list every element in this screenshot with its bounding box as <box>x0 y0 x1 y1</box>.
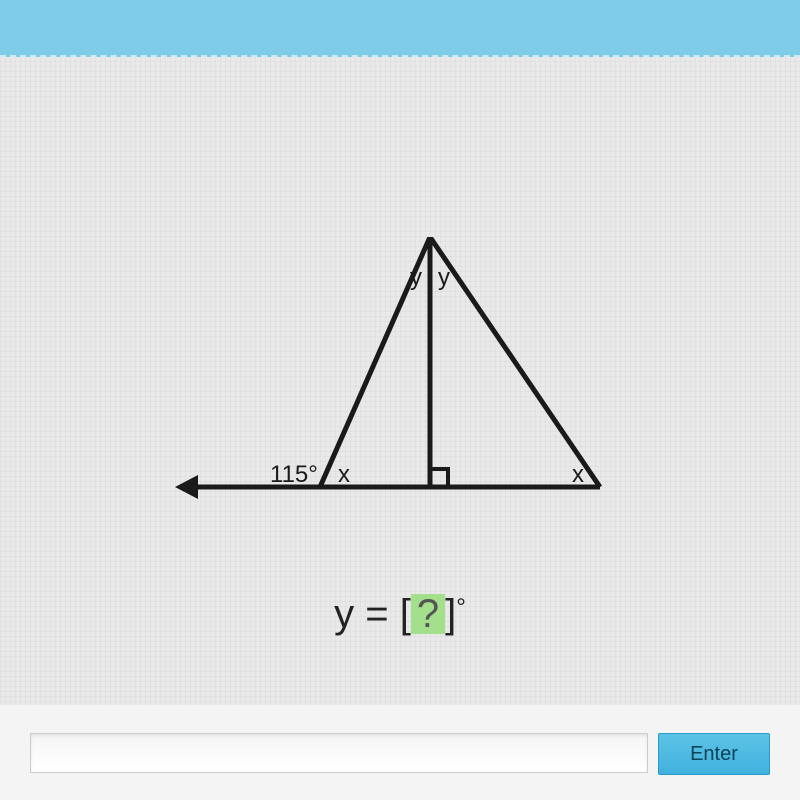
apex-left-angle-label: y <box>410 264 422 291</box>
equation-prefix: y = [ <box>334 592 411 636</box>
paper-area: 115° x x y y y = [?]° <box>0 57 800 707</box>
exterior-angle-label: 115° <box>270 461 318 488</box>
right-base-angle-label: x <box>572 461 584 488</box>
arrowhead-left-icon <box>175 475 198 499</box>
triangle-right-side <box>430 237 600 487</box>
equation-prompt: y = [?]° <box>0 592 800 637</box>
answer-placeholder[interactable]: ? <box>411 594 445 634</box>
degree-symbol: ° <box>456 594 466 621</box>
geometry-diagram: 115° x x y y <box>170 237 630 532</box>
apex-right-angle-label: y <box>438 264 450 291</box>
header-band <box>0 0 800 57</box>
right-angle-marker-icon <box>430 469 448 487</box>
enter-button[interactable]: Enter <box>658 733 770 775</box>
left-base-angle-label: x <box>338 461 350 488</box>
answer-input[interactable] <box>30 733 648 773</box>
bottom-bar: Enter <box>0 705 800 800</box>
equation-suffix: ] <box>445 592 456 636</box>
